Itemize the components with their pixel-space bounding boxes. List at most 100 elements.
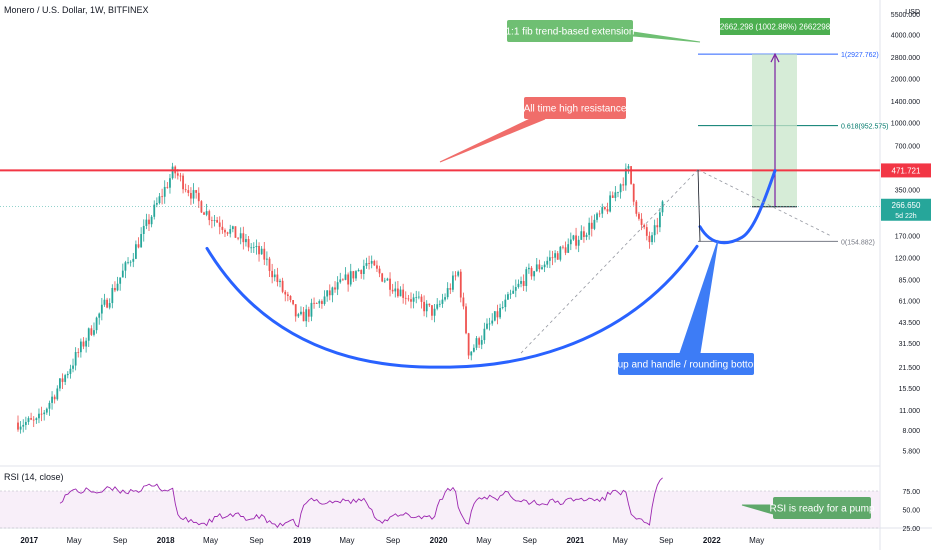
callout-fib-extension-text: 1:1 fib trend-based extension (506, 27, 635, 38)
candle-body (273, 274, 276, 278)
resistance-price-label: 471.721 (892, 166, 921, 175)
candle-body (465, 306, 467, 334)
candle-body (237, 237, 239, 239)
price-tick-label: 2000.000 (891, 76, 920, 83)
candle-body (40, 413, 43, 415)
candle-body (423, 301, 425, 312)
price-tick-label: 5500.000 (891, 12, 920, 19)
candle-body (580, 231, 583, 240)
candle-body (153, 204, 156, 217)
callout-rsi-box (773, 497, 871, 519)
price-tick-label: 43.500 (899, 320, 921, 327)
candle-body (221, 226, 224, 230)
time-tick-label: May (749, 536, 764, 545)
candle-body (24, 421, 27, 425)
candle-body (106, 299, 108, 308)
candle-body (415, 297, 418, 298)
time-tick-label: 2019 (293, 536, 311, 545)
candle-body (184, 189, 187, 191)
candle-body (470, 351, 473, 356)
candle-body (446, 288, 449, 298)
rsi-level-label: 50.00 (902, 508, 920, 515)
callout-fib-extension-box (507, 20, 633, 42)
candle-body (163, 186, 166, 197)
candle-body (585, 234, 588, 238)
candle-body (609, 195, 612, 212)
candle-body (328, 290, 331, 296)
time-tick-label: Sep (659, 536, 674, 545)
candle-body (140, 233, 143, 248)
price-tick-label: 1400.000 (891, 99, 920, 106)
price-tick-label: 170.000 (895, 233, 920, 240)
candle-body (203, 212, 205, 215)
candle-body (449, 288, 452, 290)
candle-body (535, 264, 538, 272)
callouts: 1:1 fib trend-based extension All time hi… (439, 18, 875, 519)
callout-rsi: RSI is ready for a pump (741, 497, 875, 519)
candle-body (313, 302, 315, 304)
candle-body (507, 294, 509, 300)
candle-body (399, 289, 402, 297)
countdown-label: 5d 22h (895, 213, 917, 220)
candle-body (142, 225, 145, 234)
candle-body (234, 226, 237, 238)
candle-body (205, 211, 208, 215)
candle-body (556, 253, 559, 260)
candle-body (145, 219, 148, 226)
candle-body (617, 192, 619, 194)
candle-body (289, 295, 292, 301)
candle-body (208, 211, 211, 221)
candle-body (378, 268, 381, 274)
candle-body (475, 338, 478, 348)
symbol-title: Monero / U.S. Dollar, 1W, BITFINEX (4, 5, 149, 15)
overlays: 1(2927.762) 0.618(952.575) 0(154.882) (0, 52, 888, 369)
candle-body (263, 248, 266, 260)
time-tick-label: 2022 (703, 536, 721, 545)
candle-body (182, 175, 184, 190)
last-price-tag (881, 198, 931, 221)
candle-body (362, 265, 365, 274)
candle-body (352, 271, 355, 279)
candle-body (127, 262, 129, 264)
price-tick-label: 11.000 (899, 408, 920, 415)
candle-body (444, 297, 446, 300)
candle-body (391, 289, 394, 292)
candle-body (331, 287, 334, 296)
rsi-level-label: 75.00 (902, 489, 920, 496)
candle-body (307, 309, 310, 317)
price-tick-label: 8.000 (902, 428, 920, 435)
candle-body (38, 413, 40, 419)
candle-body (87, 328, 90, 341)
candle-body (428, 303, 431, 306)
candle-body (116, 283, 119, 291)
candle-body (355, 271, 357, 279)
candle-body (192, 190, 195, 199)
candle-body (300, 311, 302, 315)
candle-body (588, 222, 591, 235)
price-tick-label: 350.000 (895, 187, 920, 194)
candle-body (368, 263, 370, 264)
candle-body (45, 408, 48, 413)
time-tick-label: Sep (386, 536, 401, 545)
projection-arrow-head (770, 52, 780, 63)
price-tick-label: 31.500 (899, 341, 921, 348)
candle-body (606, 209, 609, 212)
candle-body (593, 219, 596, 229)
fib-extension-label: 0(154.882) (841, 239, 875, 246)
candle-body (286, 294, 289, 296)
candle-body (111, 287, 114, 304)
candle-body (229, 229, 232, 234)
candle-body (661, 201, 664, 213)
candle-body (496, 311, 499, 318)
candle-body (648, 235, 651, 243)
candle-body (522, 281, 525, 286)
axes: 471.721 266.650 5d 22h 5500.000 4000.000 2800… (20, 9, 931, 545)
candle-body (32, 419, 35, 421)
candle-body (158, 196, 161, 204)
candle-body (226, 232, 229, 234)
candle-body (197, 192, 200, 202)
time-tick-label: Sep (249, 536, 264, 545)
candle-body (360, 270, 363, 274)
price-tick-label: 15.500 (899, 386, 921, 393)
